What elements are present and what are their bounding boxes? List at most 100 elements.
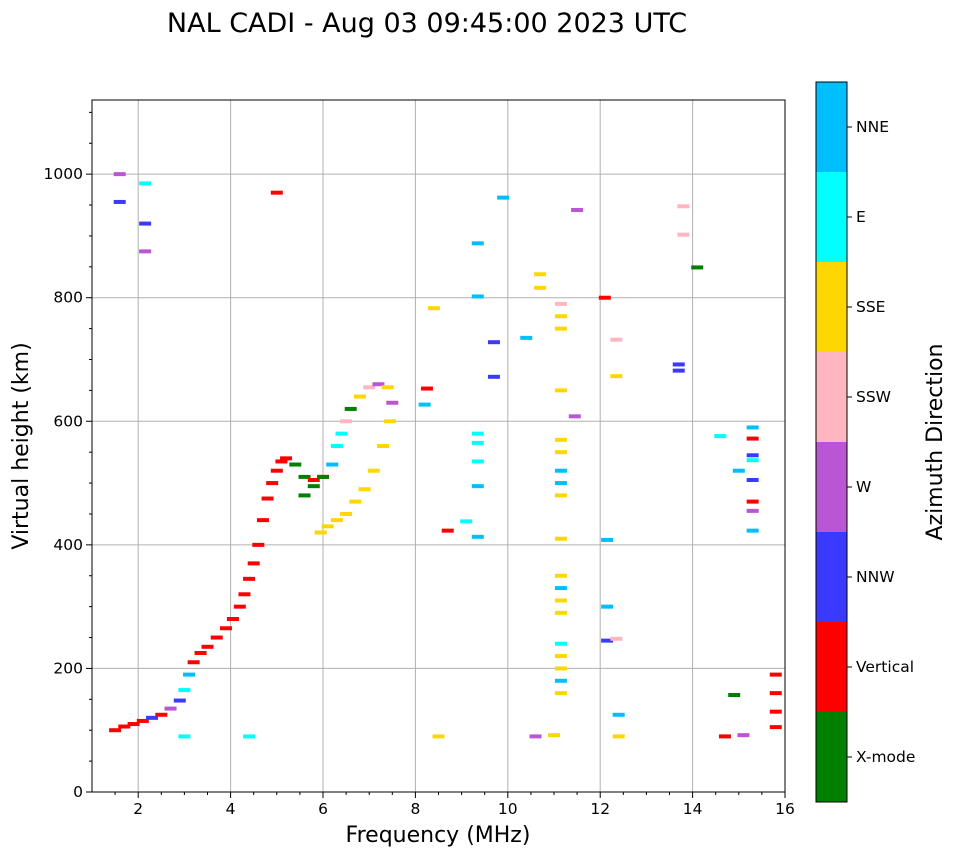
echo-mark <box>554 573 567 578</box>
echo-mark <box>471 431 484 436</box>
colorbar-category-label: E <box>856 208 866 226</box>
x-tick-label: 4 <box>226 800 236 818</box>
echo-mark <box>601 638 614 643</box>
echo-mark <box>358 487 371 492</box>
echo-mark <box>363 385 376 390</box>
colorbar-swatch <box>816 172 847 262</box>
x-tick-label: 14 <box>683 800 703 818</box>
echo-mark <box>471 241 484 246</box>
echo-mark <box>321 524 334 529</box>
echo-mark <box>677 232 690 237</box>
echo-mark <box>109 728 122 733</box>
echo-mark <box>568 414 581 419</box>
colorbar-category-label: NNE <box>856 118 889 136</box>
echo-mark <box>233 604 246 609</box>
colorbar-category-label: Vertical <box>856 658 914 676</box>
echo-mark <box>487 340 500 345</box>
colorbar-category-label: SSE <box>856 298 885 316</box>
echo-mark <box>554 691 567 696</box>
echo-mark <box>139 249 152 254</box>
echo-mark <box>554 493 567 498</box>
echo-mark <box>270 468 283 473</box>
echo-mark <box>201 644 214 649</box>
echo-mark <box>471 534 484 539</box>
echo-mark <box>554 536 567 541</box>
echo-mark <box>548 733 560 738</box>
echo-mark <box>554 610 567 615</box>
colorbar-category-label: NNW <box>856 568 895 586</box>
echo-mark <box>349 499 362 504</box>
y-tick-label: 1000 <box>44 165 83 183</box>
colorbar-swatch <box>816 262 847 352</box>
echo-mark <box>330 518 343 523</box>
trace <box>113 172 782 739</box>
echo-mark <box>554 314 567 319</box>
echo-mark <box>554 326 567 331</box>
x-tick-label: 16 <box>775 800 795 818</box>
echo-mark <box>746 528 759 533</box>
echo-mark <box>340 511 353 516</box>
plot-background <box>92 100 785 792</box>
echo-mark <box>164 706 177 711</box>
colorbar-swatch <box>816 622 847 712</box>
x-tick-label: 12 <box>590 800 610 818</box>
echo-mark <box>113 199 126 204</box>
echo-mark <box>330 444 343 448</box>
echo-mark <box>534 285 547 290</box>
echo-mark <box>769 725 782 730</box>
echo-mark <box>554 654 567 659</box>
echo-mark <box>737 733 750 738</box>
echo-mark <box>289 462 302 467</box>
echo-mark <box>256 518 269 523</box>
colorbar-label: Azimuth Direction <box>923 343 948 540</box>
x-tick-label: 10 <box>498 800 518 818</box>
x-axis-ticks: 2 4 6 8 10 12 14 16 <box>114 792 795 818</box>
x-tick-label: 6 <box>318 800 328 818</box>
echo-mark <box>307 477 320 482</box>
echo-mark <box>210 635 223 640</box>
echo-mark <box>280 456 293 461</box>
echo-mark <box>601 537 614 542</box>
echo-mark <box>460 519 473 524</box>
echo-mark <box>554 678 567 683</box>
echo-mark <box>769 709 782 714</box>
echo-mark <box>127 722 140 727</box>
echo-mark <box>252 542 265 547</box>
colorbar-swatch <box>816 532 847 622</box>
echo-mark <box>353 394 366 399</box>
echo-mark <box>367 468 380 473</box>
echo-mark <box>243 576 256 581</box>
echo-mark <box>146 715 159 720</box>
y-axis-label: Virtual height (km) <box>9 342 34 549</box>
echo-mark <box>746 453 759 458</box>
echo-mark <box>187 660 200 665</box>
echo-mark <box>432 734 445 739</box>
echo-mark <box>598 295 611 300</box>
azimuth-colorbar: NNE E SSE SSW W NNW Vertical X-mode <box>815 81 915 803</box>
echo-mark <box>326 462 339 467</box>
colorbar-category-label: W <box>856 478 871 496</box>
echo-mark <box>266 481 279 486</box>
echo-mark <box>746 436 759 441</box>
grid <box>92 100 785 792</box>
trace <box>554 301 567 696</box>
echo-mark <box>314 530 327 535</box>
echo-mark <box>178 688 191 693</box>
echo-mark <box>340 419 353 424</box>
echo-mark <box>298 474 311 479</box>
echo-mark <box>732 468 745 473</box>
echo-mark <box>441 528 454 533</box>
echo-mark <box>372 382 385 387</box>
echo-mark <box>554 437 567 442</box>
echo-mark <box>728 692 741 697</box>
echo-mark <box>746 425 759 430</box>
echo-mark <box>383 419 396 424</box>
echo-mark <box>672 362 685 367</box>
echo-mark <box>529 734 542 739</box>
x-tick-label: 2 <box>133 800 143 818</box>
echo-mark <box>554 481 567 486</box>
echo-mark <box>243 734 256 739</box>
echo-mark <box>714 434 727 439</box>
echo-mark <box>226 617 239 621</box>
